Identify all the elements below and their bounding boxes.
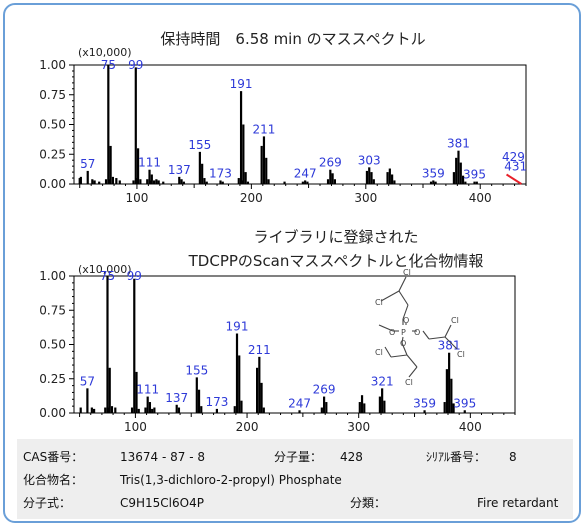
- compound-info-panel: CAS番号： 13674 - 87 - 8 分子量： 428 ｼﾘｱﾙ番号： 8…: [17, 439, 573, 519]
- structure-atom: O: [403, 316, 409, 325]
- peak-label: 247: [288, 396, 311, 410]
- y-tick-label: 0.25: [39, 147, 66, 161]
- peak-label: 431: [504, 159, 527, 173]
- peak-label: 137: [168, 163, 191, 177]
- y-tick-label: 0.00: [39, 406, 66, 420]
- structure-atom: Cl: [403, 268, 411, 277]
- peak-label: 395: [453, 396, 476, 410]
- peak-label: 429: [502, 150, 525, 164]
- x-tick-label: 200: [240, 191, 263, 205]
- peak-label: 381: [447, 137, 470, 151]
- peak-label: 359: [422, 166, 445, 180]
- y-tick-label: 0.75: [39, 88, 66, 102]
- peak-layer: [79, 276, 466, 413]
- peak-label: 99: [127, 269, 142, 283]
- serial-number-label: ｼﾘｱﾙ番号：: [426, 450, 487, 464]
- peak-label: 75: [100, 269, 115, 283]
- peak-layer: [78, 65, 522, 185]
- structure-atom: O: [389, 328, 395, 337]
- peak-label: 191: [226, 320, 249, 334]
- y-axis-unit-label: (x10,000): [78, 46, 132, 59]
- peak-label: 269: [313, 383, 336, 397]
- peak-label: 111: [138, 156, 161, 170]
- classification-label: 分類：: [350, 496, 387, 510]
- compound-name-label: 化合物名：: [23, 473, 84, 487]
- structure-atom: Cl: [451, 316, 459, 325]
- peak-label: 173: [209, 166, 232, 180]
- peak-label: 111: [136, 383, 159, 397]
- y-tick-label: 0.50: [39, 338, 66, 352]
- structure-atom: O: [414, 328, 420, 337]
- peak-label: 155: [188, 138, 211, 152]
- peak-label: 211: [248, 343, 271, 357]
- structure-atom: Cl: [375, 348, 383, 357]
- structure-atom: O: [400, 339, 406, 348]
- peak-label: 303: [358, 153, 381, 167]
- peak-label: 247: [294, 166, 317, 180]
- info-row-formula: 分子式： C9H15Cl6O4P 分類： Fire retardant: [17, 492, 573, 514]
- peak-label: 155: [185, 363, 208, 377]
- formula-value: C9H15Cl6O4P: [120, 496, 204, 510]
- y-tick-label: 0.50: [39, 118, 66, 132]
- classification-value: Fire retardant: [477, 496, 559, 510]
- x-tick-label: 300: [354, 191, 377, 205]
- peak-label: 211: [253, 122, 276, 136]
- y-tick-label: 0.25: [39, 372, 66, 386]
- x-tick-label: 100: [124, 420, 147, 434]
- peak-label: 137: [165, 391, 188, 405]
- structure-atom: Cl: [405, 378, 413, 387]
- peak-label: 359: [413, 396, 436, 410]
- peak-label: 173: [205, 395, 228, 409]
- peak-label: 57: [80, 374, 95, 388]
- x-tick-label: 400: [459, 420, 482, 434]
- formula-label: 分子式：: [23, 496, 72, 510]
- molecular-weight-label: 分子量：: [274, 450, 323, 464]
- library-spectrum-chart: ライブラリに登録された TDCPPのScanマススペクトルと化合物情報 (x10…: [39, 228, 516, 434]
- y-tick-label: 0.75: [39, 303, 66, 317]
- y-tick-label: 1.00: [39, 269, 66, 283]
- serial-number-value: 8: [509, 450, 517, 464]
- peak-label: 395: [463, 168, 486, 182]
- peak-label: 75: [101, 58, 116, 72]
- axis-layer: 0.00 0.25 0.50 0.75 1.00 100 200 300 400: [39, 58, 527, 205]
- chart-title-line-1: ライブラリに登録された: [253, 228, 418, 246]
- tdcpp-structure-atoms: Cl Cl Cl Cl Cl Cl P O O O O: [375, 268, 465, 387]
- info-row-cas: CAS番号： 13674 - 87 - 8 分子量： 428 ｼﾘｱﾙ番号： 8: [17, 446, 573, 468]
- y-tick-label: 1.00: [39, 58, 66, 72]
- peak-label: 321: [371, 374, 394, 388]
- cas-label: CAS番号：: [23, 450, 84, 464]
- peak-label: 381: [438, 339, 461, 353]
- x-tick-label: 100: [125, 191, 148, 205]
- chart-title-line-2: TDCPPのScanマススペクトルと化合物情報: [188, 252, 484, 270]
- y-axis-unit-label: (x10,000): [78, 263, 132, 276]
- info-row-name: 化合物名： Tris(1,3-dichloro-2-propyl) Phosph…: [17, 469, 573, 491]
- highlight-segment: [506, 173, 522, 185]
- tdcpp-structure-diagram: [378, 276, 458, 378]
- peak-label: 191: [230, 77, 253, 91]
- peak-label: 269: [319, 156, 342, 170]
- x-tick-label: 400: [469, 191, 492, 205]
- x-tick-label: 300: [347, 420, 370, 434]
- y-tick-label: 0.00: [39, 177, 66, 191]
- observed-spectrum-chart: 保持時間 6.58 min のマススペクトル (x10,000) 0.00 0.2…: [39, 30, 527, 205]
- structure-atom: P: [401, 328, 406, 337]
- structure-atom: Cl: [375, 298, 383, 307]
- spectrum-panel: 保持時間 6.58 min のマススペクトル (x10,000) 0.00 0.2…: [3, 3, 581, 523]
- peak-label: 99: [128, 58, 143, 72]
- structure-atom: Cl: [457, 350, 465, 359]
- cas-value: 13674 - 87 - 8: [120, 450, 205, 464]
- peak-label: 57: [80, 157, 95, 171]
- chart-title: 保持時間 6.58 min のマススペクトル: [160, 30, 425, 48]
- axis-layer: 0.00 0.25 0.50 0.75 1.00 100 200 300 400: [39, 269, 516, 434]
- molecular-weight-value: 428: [340, 450, 363, 464]
- compound-name-value: Tris(1,3-dichloro-2-propyl) Phosphate: [120, 473, 342, 487]
- x-tick-label: 200: [236, 420, 259, 434]
